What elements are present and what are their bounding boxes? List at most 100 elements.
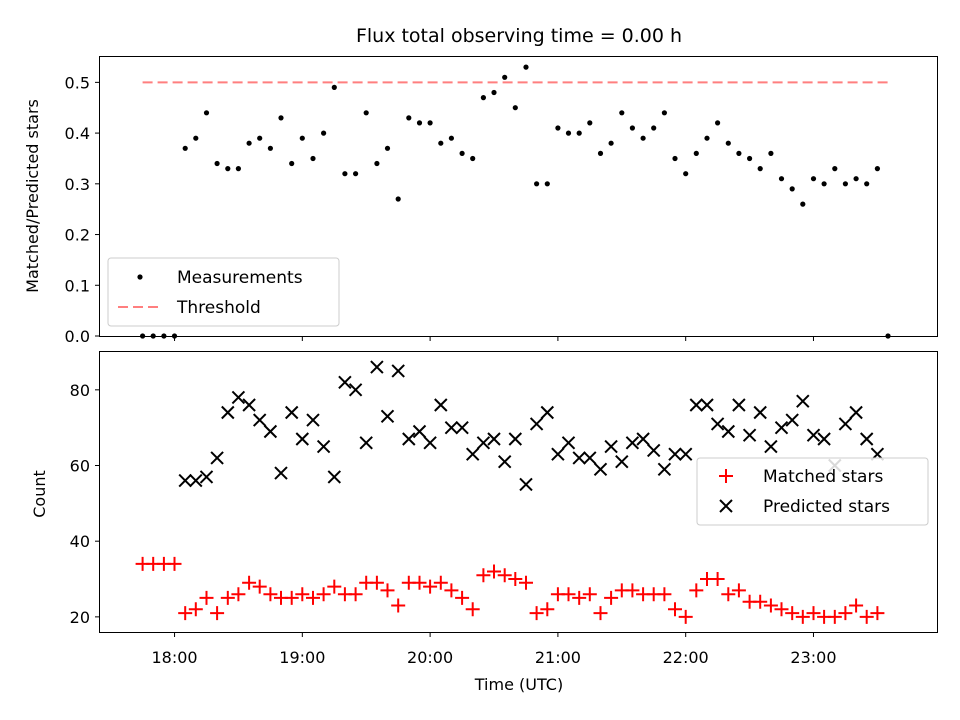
predicted-star-point: [487, 432, 501, 446]
measurement-point: [384, 145, 391, 151]
top-y-tick-label: 0.0: [65, 327, 90, 346]
predicted-star-point: [700, 398, 714, 412]
matched-star-point: [806, 606, 821, 621]
predicted-star-point: [359, 436, 373, 450]
measurement-point: [406, 115, 412, 121]
predicted-star-point: [764, 439, 778, 454]
predicted-star-point: [242, 398, 256, 412]
measurement-point: [246, 140, 252, 146]
matched-star-point: [476, 568, 491, 583]
bottom-legend-frame: [696, 457, 929, 526]
bottom-panel-y-ticks: 20 40 60 80: [70, 381, 100, 627]
measurement-point: [842, 181, 849, 187]
measurement-point: [310, 155, 316, 162]
legend-measurements-marker: [137, 274, 143, 280]
bottom-y-tick-label: 20: [70, 608, 90, 627]
predicted-star-point: [849, 405, 863, 420]
predicted-star-point: [593, 462, 608, 477]
matched-star-point: [369, 575, 384, 590]
measurement-point: [789, 186, 795, 192]
matched-star-point: [306, 590, 320, 605]
predicted-star-point: [295, 432, 310, 446]
predicted-star-point: [402, 432, 416, 446]
predicted-star-point: [561, 436, 576, 450]
measurement-point: [374, 160, 380, 167]
matched-star-point: [657, 587, 672, 602]
measurement-point: [502, 74, 508, 80]
measurement-point: [299, 135, 305, 141]
predicted-star-point: [636, 432, 650, 446]
predicted-star-point: [540, 405, 555, 420]
measurement-point: [257, 135, 263, 141]
matched-star-point: [519, 575, 533, 590]
measurement-point: [757, 166, 763, 172]
predicted-star-point: [327, 470, 342, 484]
predicted-star-point: [221, 405, 235, 420]
matched-star-point: [412, 575, 427, 590]
predicted-star-point: [774, 420, 789, 435]
measurement-point: [512, 105, 518, 111]
top-panel-frame: [99, 56, 938, 337]
matched-star-point: [380, 583, 395, 598]
matched-star-point: [497, 568, 512, 583]
matched-star-point: [465, 602, 480, 617]
chart-title: Flux total observing time = 0.00 h: [356, 25, 682, 47]
measurement-point: [640, 135, 646, 141]
matched-star-point: [593, 606, 608, 621]
predicted-star-point: [753, 405, 767, 420]
matched-star-point: [604, 590, 619, 605]
matched-star-point: [455, 590, 470, 605]
predicted-star-point: [519, 477, 533, 492]
measurement-point: [480, 95, 486, 101]
predicted-star-point: [551, 447, 565, 461]
matched-star-point: [582, 587, 597, 602]
matched-star-point: [210, 606, 225, 621]
measurement-point: [534, 181, 540, 187]
predicted-star-point: [583, 451, 597, 465]
predicted-star-point: [391, 364, 405, 378]
measurement-point: [416, 120, 423, 126]
bottom-y-axis-label: Count: [30, 470, 49, 518]
matched-star-point: [178, 606, 193, 621]
predicted-star-point: [732, 398, 746, 412]
predicted-star-point: [189, 473, 203, 488]
top-legend-frame: [107, 257, 340, 327]
predicted-star-point: [252, 413, 267, 427]
measurement-point: [331, 84, 337, 90]
measurement-point: [427, 120, 433, 126]
measurement-point: [459, 150, 465, 156]
matched-star-point: [753, 594, 768, 609]
matched-star-point: [785, 606, 800, 621]
measurement-point: [576, 130, 582, 136]
predicted-star-point: [412, 424, 427, 439]
predicted-star-point: [263, 424, 278, 439]
measurement-point: [235, 166, 241, 172]
predicted-star-point: [838, 417, 853, 431]
matched-star-point: [795, 609, 810, 624]
measurement-point: [800, 201, 806, 207]
top-panel-marks: [140, 64, 891, 339]
predicted-star-point: [316, 439, 331, 454]
predicted-star-point: [806, 428, 821, 442]
matched-star-point: [529, 606, 544, 621]
measurement-point: [747, 155, 753, 162]
measurement-point: [544, 181, 550, 187]
matched-star-point: [870, 606, 885, 621]
measurement-point: [704, 135, 710, 141]
x-tick-label: 21:00: [535, 648, 581, 667]
legend-measurements-label: Measurements: [177, 268, 303, 288]
top-y-tick-label: 0.5: [65, 73, 90, 92]
measurement-point: [395, 196, 401, 202]
predicted-star-point: [434, 398, 448, 412]
predicted-star-point: [785, 413, 799, 427]
matched-star-point: [444, 583, 459, 598]
matched-star-point: [774, 602, 789, 617]
measurement-point: [448, 135, 454, 141]
matched-star-point: [348, 587, 363, 602]
predicted-star-point: [497, 454, 512, 469]
measurement-point: [278, 115, 284, 121]
matched-star-point: [327, 579, 342, 594]
predicted-star-point: [455, 420, 469, 435]
matched-star-point: [859, 609, 874, 624]
